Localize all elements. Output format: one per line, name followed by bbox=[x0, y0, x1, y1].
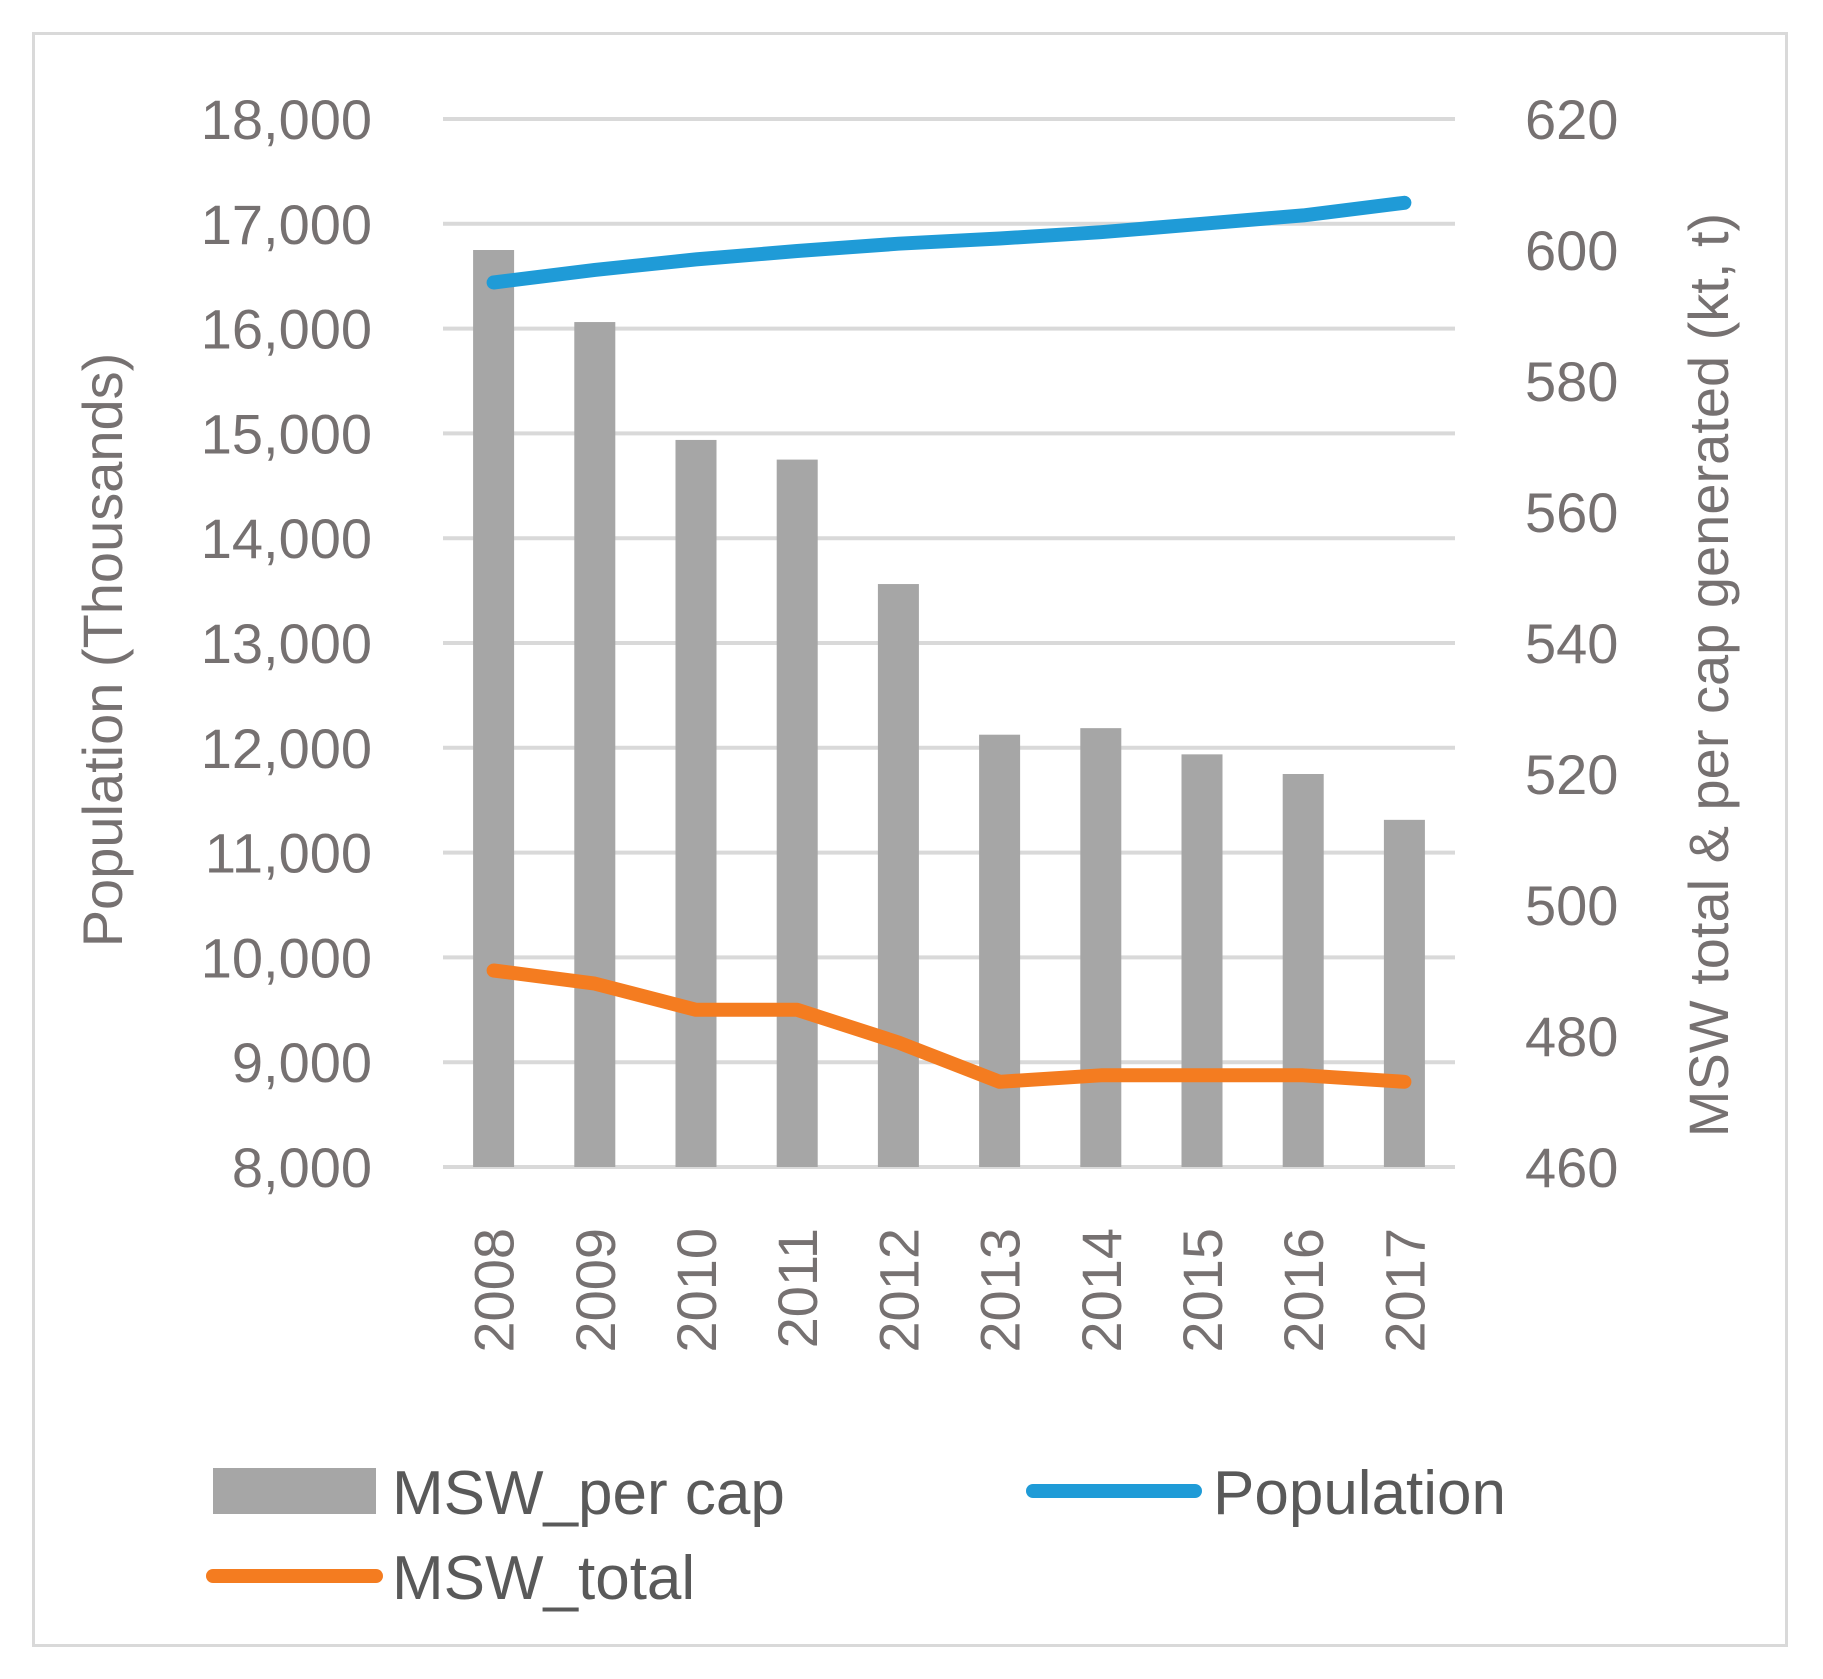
x-tick-label: 2016 bbox=[1272, 1228, 1335, 1353]
left-axis-title: Population (Thousands) bbox=[71, 353, 134, 948]
x-axis-ticks: 2008 2009 2010 2011 2012 2013 2014 2015 2016 2017 bbox=[463, 1228, 1437, 1353]
left-tick-label: 16,000 bbox=[201, 298, 372, 361]
x-tick-label: 2014 bbox=[1070, 1228, 1133, 1353]
x-tick-label: 2017 bbox=[1373, 1228, 1436, 1353]
x-tick-label: 2010 bbox=[665, 1228, 728, 1353]
legend: MSW_per cap Population MSW_total bbox=[206, 1459, 1506, 1613]
bar-msw-per-cap-2017 bbox=[1383, 819, 1425, 1167]
left-tick-label: 12,000 bbox=[201, 717, 372, 780]
left-tick-label: 11,000 bbox=[205, 822, 372, 885]
x-tick-label: 2008 bbox=[463, 1228, 526, 1353]
legend-swatch-msw-per-cap bbox=[213, 1468, 376, 1514]
x-tick-label: 2015 bbox=[1171, 1228, 1234, 1353]
bar-msw-per-cap-2014 bbox=[1080, 728, 1122, 1167]
line-series bbox=[486, 195, 1412, 1089]
right-tick-label: 480 bbox=[1525, 1005, 1618, 1068]
bar-msw-per-cap-2008 bbox=[473, 250, 515, 1167]
left-tick-label: 9,000 bbox=[232, 1031, 372, 1094]
left-axis-ticks: 8,000 9,000 10,000 11,000 12,000 13,000 14,000… bbox=[201, 88, 372, 1199]
right-tick-label: 600 bbox=[1525, 219, 1618, 282]
left-tick-label: 8,000 bbox=[232, 1136, 372, 1199]
x-tick-label: 2012 bbox=[867, 1228, 930, 1353]
right-tick-label: 540 bbox=[1525, 612, 1618, 675]
left-tick-label: 17,000 bbox=[201, 193, 372, 256]
right-tick-label: 580 bbox=[1525, 350, 1618, 413]
x-tick-label: 2011 bbox=[766, 1228, 829, 1348]
bar-msw-per-cap-2010 bbox=[675, 439, 717, 1167]
legend-label-population: Population bbox=[1213, 1459, 1506, 1528]
line-population bbox=[486, 195, 1412, 290]
right-tick-label: 560 bbox=[1525, 481, 1618, 544]
right-tick-label: 620 bbox=[1525, 88, 1618, 151]
right-tick-label: 520 bbox=[1525, 743, 1618, 806]
bar-msw-per-cap-2013 bbox=[979, 734, 1021, 1167]
left-tick-label: 18,000 bbox=[201, 88, 372, 151]
bar-series-msw-per-cap bbox=[473, 250, 1425, 1168]
right-axis-title: MSW total & per cap generated (kt, t) bbox=[1677, 213, 1740, 1137]
legend-label-msw-total: MSW_total bbox=[392, 1544, 695, 1613]
right-tick-label: 460 bbox=[1525, 1136, 1618, 1199]
legend-label-msw-per-cap: MSW_per cap bbox=[392, 1459, 785, 1528]
right-axis-ticks: 460 480 500 520 540 560 580 600 620 bbox=[1525, 88, 1618, 1199]
left-tick-label: 10,000 bbox=[201, 926, 372, 989]
left-tick-label: 15,000 bbox=[201, 402, 372, 465]
bar-msw-per-cap-2009 bbox=[574, 322, 616, 1167]
line-msw-total bbox=[486, 963, 1412, 1089]
left-tick-label: 14,000 bbox=[201, 507, 372, 570]
x-tick-label: 2009 bbox=[564, 1228, 627, 1353]
x-tick-label: 2013 bbox=[969, 1228, 1032, 1353]
bar-msw-per-cap-2012 bbox=[877, 584, 919, 1167]
bar-msw-per-cap-2015 bbox=[1181, 754, 1223, 1167]
right-tick-label: 500 bbox=[1525, 874, 1618, 937]
bar-msw-per-cap-2011 bbox=[776, 459, 818, 1168]
bar-msw-per-cap-2016 bbox=[1282, 774, 1324, 1167]
left-tick-label: 13,000 bbox=[201, 612, 372, 675]
